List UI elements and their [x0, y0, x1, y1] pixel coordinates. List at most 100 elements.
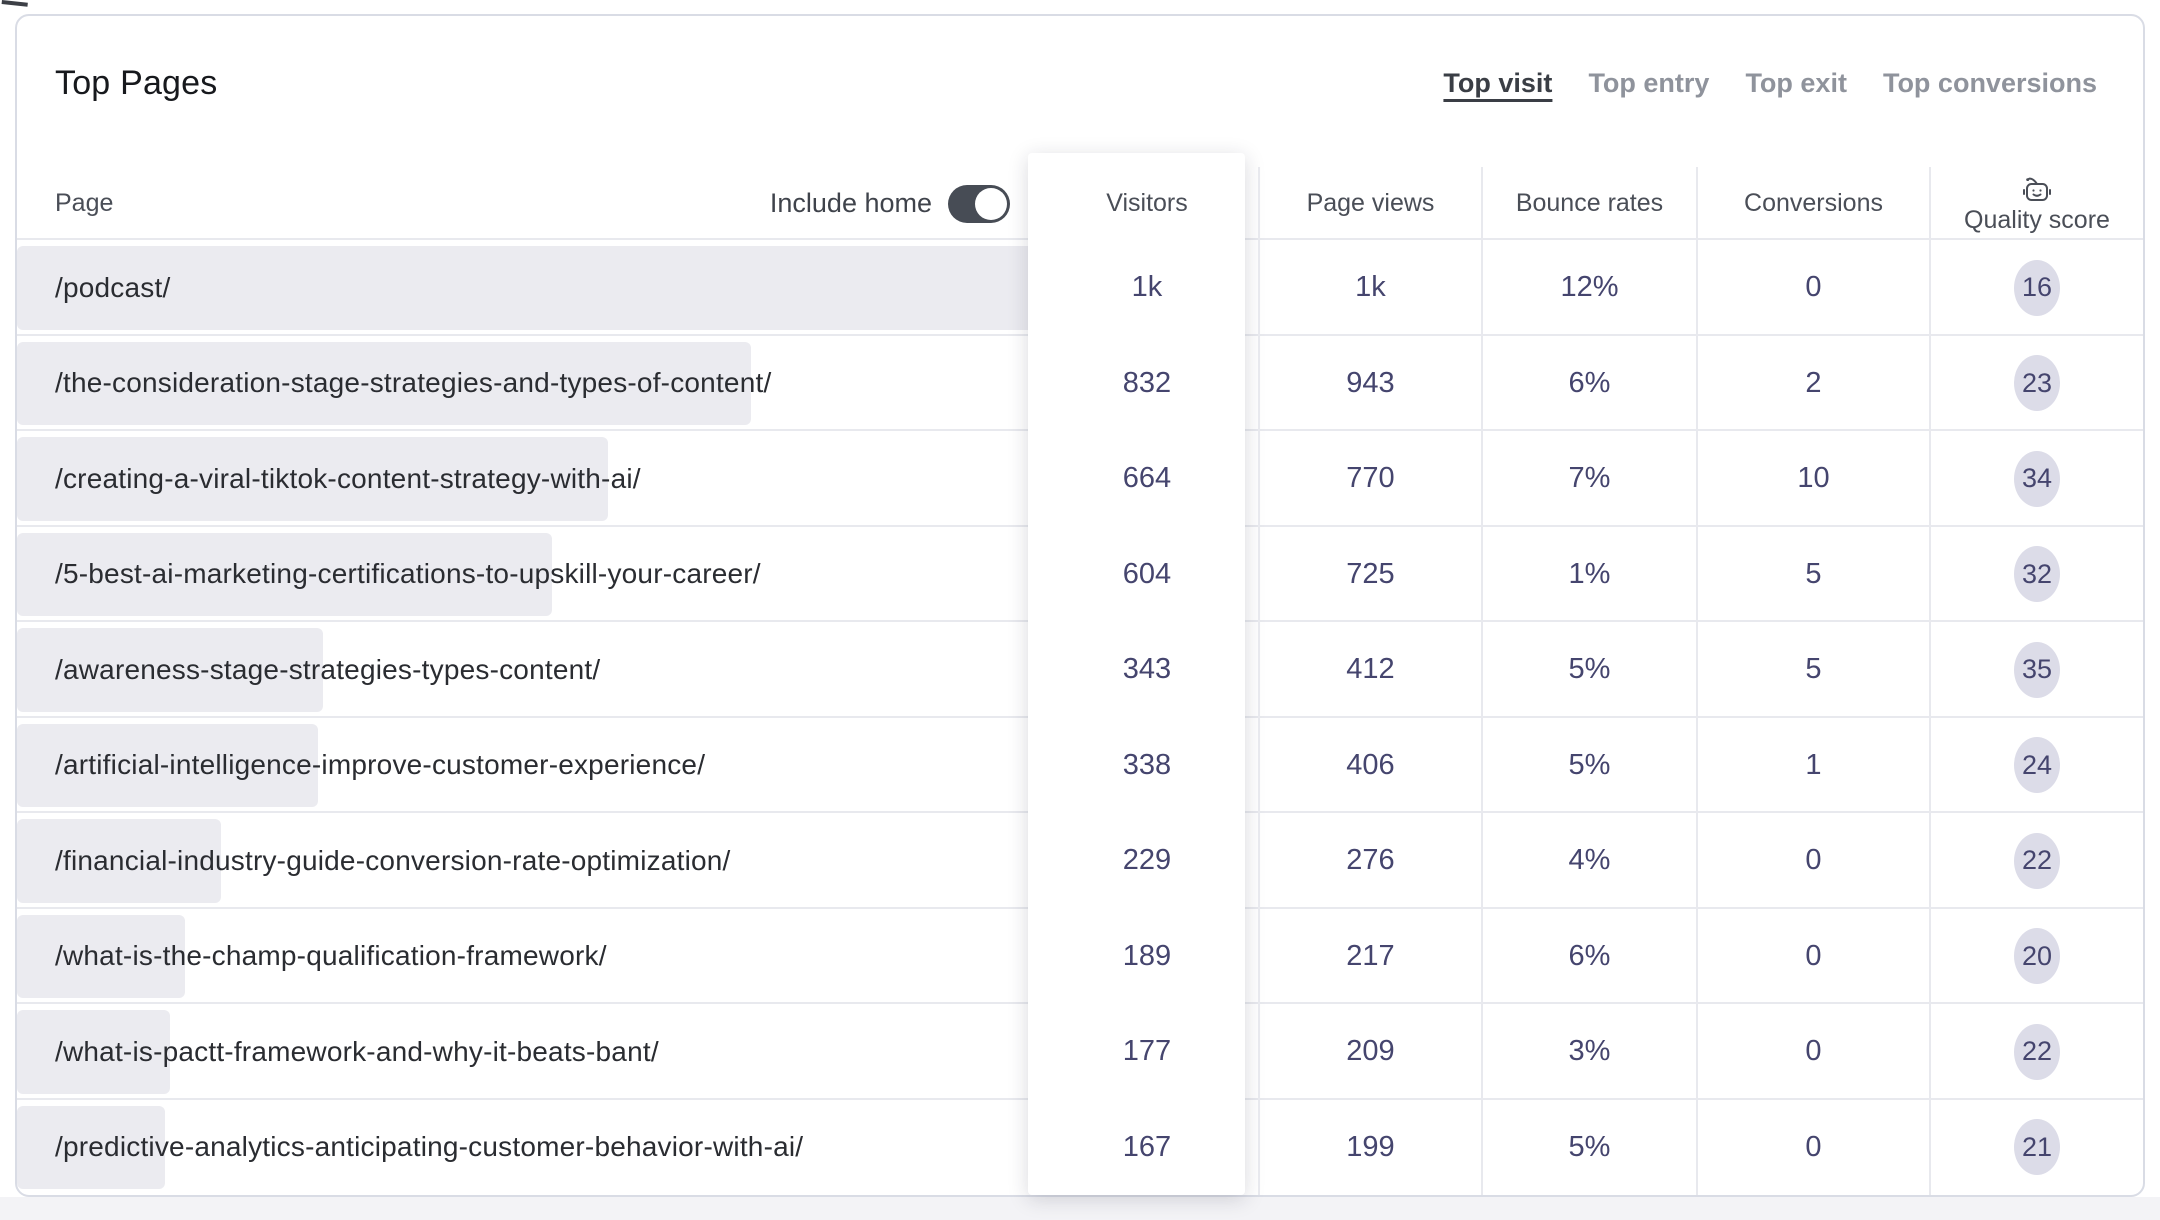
visitors-cell: 343	[1122, 653, 1172, 686]
page-views-cell: 199	[1258, 1099, 1481, 1195]
tab-top-exit[interactable]: Top exit	[1745, 68, 1847, 98]
quality-score-badge: 34	[2014, 450, 2060, 507]
include-home-toggle[interactable]	[948, 184, 1010, 223]
page-cell: /5-best-ai-marketing-certifications-to-u…	[17, 527, 1036, 623]
conversions-cell: 0	[1696, 1004, 1929, 1100]
quality-score-badge: 24	[2014, 737, 2060, 794]
page-cell: /what-is-pactt-framework-and-why-it-beat…	[17, 1004, 1036, 1100]
conversions-cell: 0	[1696, 240, 1929, 336]
quality-score-badge: 23	[2014, 355, 2060, 412]
conversions-cell: 5	[1696, 622, 1929, 718]
column-header-bounce-rates: Bounce rates	[1481, 167, 1696, 240]
page-url: /the-consideration-stage-strategies-and-…	[55, 367, 772, 399]
visitors-cell: 167	[1122, 1130, 1172, 1163]
page-views-cell: 770	[1258, 431, 1481, 527]
page-cell: /awareness-stage-strategies-types-conten…	[17, 622, 1036, 718]
visitors-cell: 338	[1122, 748, 1172, 781]
bounce-rate-cell: 4%	[1481, 813, 1696, 909]
tab-top-visit[interactable]: Top visit	[1443, 68, 1553, 98]
page-views-cell: 725	[1258, 526, 1481, 622]
bounce-rate-cell: 1%	[1481, 526, 1696, 622]
column-header-page-views: Page views	[1258, 167, 1481, 240]
bounce-rate-cell: 5%	[1481, 1099, 1696, 1195]
conversions-cell: 0	[1696, 1099, 1929, 1195]
page-cell: /financial-industry-guide-conversion-rat…	[17, 813, 1036, 909]
quality-score-badge: 16	[2014, 259, 2060, 316]
visitors-share-bar	[17, 437, 609, 521]
visitors-cell: 229	[1122, 844, 1172, 877]
visitors-share-bar	[17, 1105, 165, 1189]
page-url: /financial-industry-guide-conversion-rat…	[55, 844, 731, 876]
conversions-cell: 2	[1696, 335, 1929, 431]
table-row[interactable]: /5-best-ai-marketing-certifications-to-u…	[17, 526, 2143, 623]
conversions-cell: 0	[1696, 908, 1929, 1004]
table-row[interactable]: /what-is-the-champ-qualification-framewo…	[17, 908, 2143, 1005]
visitors-cell: 177	[1122, 1035, 1172, 1068]
include-home-control: Include home	[769, 184, 1010, 223]
bounce-rate-cell: 12%	[1481, 240, 1696, 336]
table-row[interactable]: /the-consideration-stage-strategies-and-…	[17, 335, 2143, 432]
visitors-cell: 1k	[1131, 271, 1163, 304]
page-url: /podcast/	[55, 271, 171, 303]
table-row[interactable]: /awareness-stage-strategies-types-conten…	[17, 622, 2143, 718]
page-bottom-strip	[0, 1197, 2160, 1220]
page-url: /creating-a-viral-tiktok-content-strateg…	[55, 462, 641, 494]
table-row[interactable]: /creating-a-viral-tiktok-content-strateg…	[17, 431, 2143, 527]
quality-score-badge: 20	[2014, 928, 2060, 985]
table-row[interactable]: /podcast/ 1k 1k 12% 0 16	[17, 240, 2143, 336]
visitors-share-bar	[17, 246, 1036, 330]
toggle-knob-icon	[975, 187, 1007, 220]
quality-score-cell: 23	[1929, 335, 2143, 431]
column-header-conversions: Conversions	[1696, 167, 1929, 240]
visitors-cell: 604	[1122, 557, 1172, 590]
page-url: /what-is-pactt-framework-and-why-it-beat…	[55, 1035, 659, 1067]
conversions-cell: 5	[1696, 526, 1929, 622]
table-row[interactable]: /predictive-analytics-anticipating-custo…	[17, 1099, 2143, 1196]
conversions-cell: 1	[1696, 717, 1929, 813]
page-views-cell: 1k	[1258, 240, 1481, 336]
quality-score-label: Quality score	[1964, 205, 2110, 234]
page-column-label: Page	[55, 189, 114, 217]
page-cell: /what-is-the-champ-qualification-framewo…	[17, 909, 1036, 1005]
visitors-share-bar	[17, 628, 323, 712]
quality-score-badge: 21	[2014, 1119, 2060, 1176]
page-views-cell: 217	[1258, 908, 1481, 1004]
page-url: /awareness-stage-strategies-types-conten…	[55, 653, 601, 685]
quality-score-badge: 32	[2014, 546, 2060, 603]
visitors-overlay-column	[1028, 153, 1245, 1195]
page-cell: /artificial-intelligence-improve-custome…	[17, 718, 1036, 814]
page-views-cell: 209	[1258, 1004, 1481, 1100]
page-url: /5-best-ai-marketing-certifications-to-u…	[55, 558, 761, 590]
quality-score-cell: 34	[1929, 431, 2143, 527]
visitors-share-bar	[17, 1010, 170, 1094]
tab-top-entry[interactable]: Top entry	[1588, 68, 1710, 98]
table-row[interactable]: /artificial-intelligence-improve-custome…	[17, 717, 2143, 814]
quality-score-badge: 22	[2014, 832, 2060, 889]
page-cell: /creating-a-viral-tiktok-content-strateg…	[17, 431, 1036, 527]
bounce-rate-cell: 6%	[1481, 335, 1696, 431]
table-row[interactable]: /what-is-pactt-framework-and-why-it-beat…	[17, 1004, 2143, 1100]
tab-top-conversions[interactable]: Top conversions	[1882, 68, 2097, 98]
page-url: /what-is-the-champ-qualification-framewo…	[55, 940, 607, 972]
page-url: /predictive-analytics-anticipating-custo…	[55, 1131, 804, 1163]
visitors-cell: 832	[1122, 366, 1172, 399]
include-home-label: Include home	[769, 188, 932, 218]
column-header-quality-score: Quality score	[1929, 167, 2143, 240]
page-cell: /predictive-analytics-anticipating-custo…	[17, 1100, 1036, 1196]
page-views-cell: 943	[1258, 335, 1481, 431]
conversions-cell: 0	[1696, 813, 1929, 909]
visitors-share-bar	[17, 723, 318, 807]
page-cell: /the-consideration-stage-strategies-and-…	[17, 336, 1036, 432]
table-body: /podcast/ 1k 1k 12% 0 16 /the-considerat…	[17, 240, 2143, 1195]
table-header-row: Page Include home Visitors Page views Bo…	[17, 167, 2143, 240]
quality-score-cell: 32	[1929, 526, 2143, 622]
conversions-cell: 10	[1696, 431, 1929, 527]
table-row[interactable]: /financial-industry-guide-conversion-rat…	[17, 813, 2143, 909]
page-title: Top Pages	[55, 64, 218, 102]
bounce-rate-cell: 3%	[1481, 1004, 1696, 1100]
quality-score-badge: 35	[2014, 641, 2060, 698]
quality-score-cell: 35	[1929, 622, 2143, 718]
visitors-share-bar	[17, 341, 751, 425]
page-cell: /podcast/	[17, 240, 1036, 336]
